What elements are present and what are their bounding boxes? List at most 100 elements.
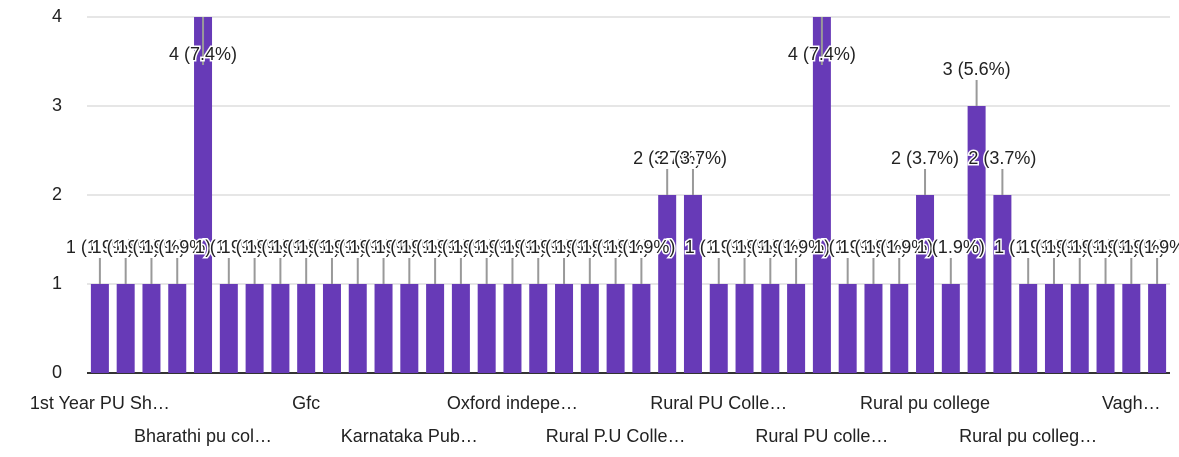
value-label: 1 (1.9%) <box>1046 237 1114 257</box>
bar <box>322 284 341 373</box>
value-label: 1 (1.9%) <box>66 237 134 257</box>
value-label: 1 (1.9%) <box>92 237 160 257</box>
value-label: 4 (7.4%) <box>788 44 856 64</box>
bar <box>1070 284 1089 373</box>
bar <box>890 284 909 373</box>
bar <box>426 284 445 373</box>
value-label: 1 (1.9%) <box>711 237 779 257</box>
value-label: 1 (1.9%) <box>530 237 598 257</box>
x-tick-label: Vagh… <box>1102 393 1161 413</box>
bar <box>503 284 522 373</box>
value-labels: 1 (1.9%)1 (1.9%)1 (1.9%)1 (1.9%)4 (7.4%)… <box>64 17 1179 284</box>
value-label: 1 (1.9%) <box>917 237 985 257</box>
value-label: 1 (1.9%) <box>375 237 443 257</box>
value-label: 1 (1.9%) <box>865 237 933 257</box>
value-label: 1 (1.9%) <box>143 237 211 257</box>
bar <box>838 284 857 373</box>
value-label: 1 (1.9%) <box>736 237 804 257</box>
bar <box>142 284 161 373</box>
value-label: 1 (1.9%) <box>453 237 521 257</box>
bar <box>967 106 986 373</box>
value-label: 1 (1.9%) <box>478 237 546 257</box>
bar <box>1044 284 1063 373</box>
bar <box>477 284 496 373</box>
value-label: 2 (3.7%) <box>968 148 1036 168</box>
bar <box>941 284 960 373</box>
bar <box>297 284 316 373</box>
value-label: 2 (3.7%) <box>891 148 959 168</box>
value-label: 1 (1.9%) <box>839 237 907 257</box>
bar <box>194 17 213 373</box>
bar <box>555 284 574 373</box>
value-label: 1 (1.9%) <box>556 237 624 257</box>
bar <box>400 284 419 373</box>
bar <box>1148 284 1167 373</box>
x-tick-label: 1st Year PU Sh… <box>30 393 170 413</box>
bar <box>864 284 883 373</box>
y-tick-label: 4 <box>52 6 62 26</box>
value-label: 1 (1.9%) <box>246 237 314 257</box>
value-label: 1 (1.9%) <box>117 237 185 257</box>
value-label: 1 (1.9%) <box>1072 237 1140 257</box>
y-tick-label: 2 <box>52 184 62 204</box>
value-label: 1 (1.9%) <box>298 237 366 257</box>
value-label: 1 (1.9%) <box>685 237 753 257</box>
bar <box>709 284 728 373</box>
bar <box>787 284 806 373</box>
x-tick-label: Bharathi pu col… <box>134 426 272 446</box>
x-tick-label: Oxford indepe… <box>447 393 578 413</box>
value-label: 3 (5.6%) <box>943 59 1011 79</box>
value-label: 1 (1.9%) <box>1020 237 1088 257</box>
bars <box>90 17 1167 373</box>
bar <box>271 284 290 373</box>
value-label: 1 (1.9%) <box>504 237 572 257</box>
bar <box>683 195 702 373</box>
value-label: 1 (1.9%) <box>1097 237 1165 257</box>
bar <box>1122 284 1141 373</box>
bar <box>451 284 470 373</box>
value-label: 4 (7.4%) <box>169 44 237 64</box>
value-label: 1 (1.9%) <box>221 237 289 257</box>
x-tick-label: Karnataka Pub… <box>341 426 478 446</box>
y-tick-label: 0 <box>52 362 62 382</box>
bar <box>245 284 264 373</box>
value-label: 1 (1.9%) <box>427 237 495 257</box>
bar <box>1019 284 1038 373</box>
bar <box>90 284 109 373</box>
bar <box>632 284 651 373</box>
value-label: 1 (1.9%) <box>1123 237 1179 257</box>
value-label: 1 (1.9%) <box>350 237 418 257</box>
x-tick-label: Rural PU Colle… <box>650 393 787 413</box>
value-label: 1 (1.9%) <box>195 237 263 257</box>
bar <box>993 195 1012 373</box>
bar <box>219 284 238 373</box>
bar <box>348 284 367 373</box>
bar <box>116 284 135 373</box>
value-label: 1 (1.9%) <box>272 237 340 257</box>
bar <box>658 195 677 373</box>
value-label: 1 (1.9%) <box>582 237 650 257</box>
value-label: 1 (1.9%) <box>994 237 1062 257</box>
bar <box>529 284 548 373</box>
bar <box>374 284 393 373</box>
x-tick-label: Gfc <box>292 393 320 413</box>
x-tick-label: Rural pu colleg… <box>959 426 1097 446</box>
bar <box>1096 284 1115 373</box>
y-tick-label: 1 <box>52 273 62 293</box>
x-tick-label: Rural P.U Colle… <box>546 426 686 446</box>
value-label: 2 (3.7%) <box>633 148 701 168</box>
bar <box>761 284 780 373</box>
bar <box>606 284 625 373</box>
bar <box>168 284 187 373</box>
y-tick-label: 3 <box>52 95 62 115</box>
value-label: 2 (3.7%) <box>659 148 727 168</box>
x-tick-label: Rural PU colle… <box>755 426 888 446</box>
value-label: 1 (1.9%) <box>607 237 675 257</box>
value-label: 1 (1.9%) <box>324 237 392 257</box>
bar <box>735 284 754 373</box>
value-label: 1 (1.9%) <box>401 237 469 257</box>
value-label: 1 (1.9%) <box>762 237 830 257</box>
bar <box>916 195 935 373</box>
value-label: 1 (1.9%) <box>814 237 882 257</box>
